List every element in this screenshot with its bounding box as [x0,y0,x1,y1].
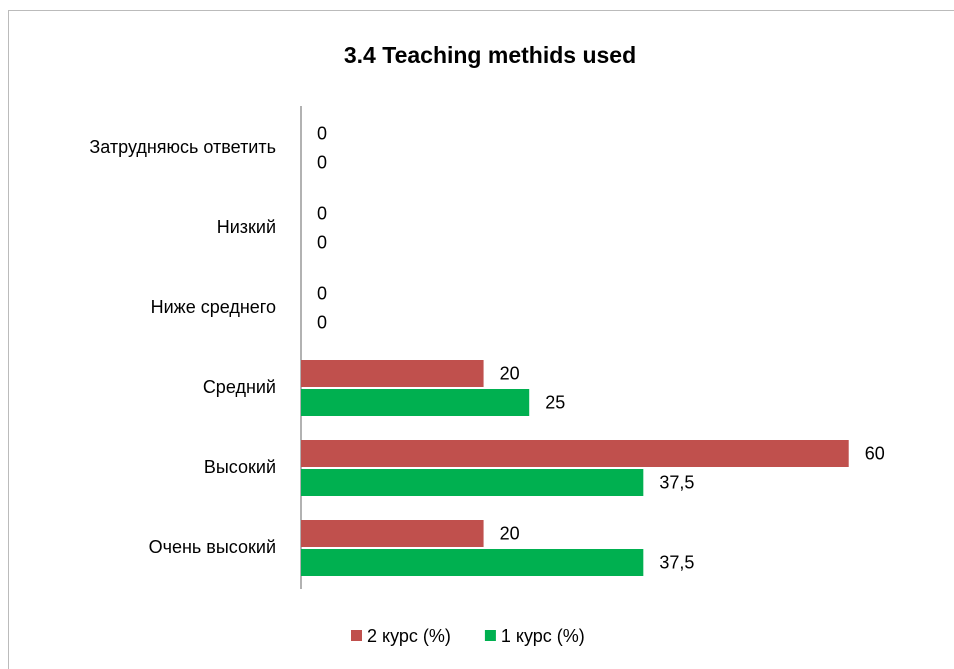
bar [301,360,484,387]
category-label: Ниже среднего [151,297,276,317]
data-label: 25 [545,392,565,412]
category-label: Низкий [217,217,276,237]
bar [301,440,849,467]
category-label: Очень высокий [149,537,276,557]
data-label: 60 [865,443,885,463]
data-label: 37,5 [659,552,694,572]
data-label: 0 [317,123,327,143]
data-label: 20 [500,523,520,543]
bar [301,520,484,547]
category-label: Затрудняюсь ответить [89,137,276,157]
data-label: 37,5 [659,472,694,492]
legend-label: 1 курс (%) [501,626,585,646]
data-label: 0 [317,312,327,332]
legend-swatch [351,630,362,641]
bar [301,469,644,496]
chart-title: 3.4 Teaching methids used [344,42,636,68]
category-label: Средний [203,377,276,397]
data-label: 0 [317,203,327,223]
legend-swatch [484,630,496,641]
legend-label: 2 курс (%) [367,626,451,646]
data-label: 0 [317,232,327,252]
data-label: 0 [317,283,327,303]
bar [301,389,530,416]
category-label: Высокий [204,457,276,477]
data-label: 20 [500,363,520,383]
data-label: 0 [317,152,327,172]
bar [301,549,644,576]
